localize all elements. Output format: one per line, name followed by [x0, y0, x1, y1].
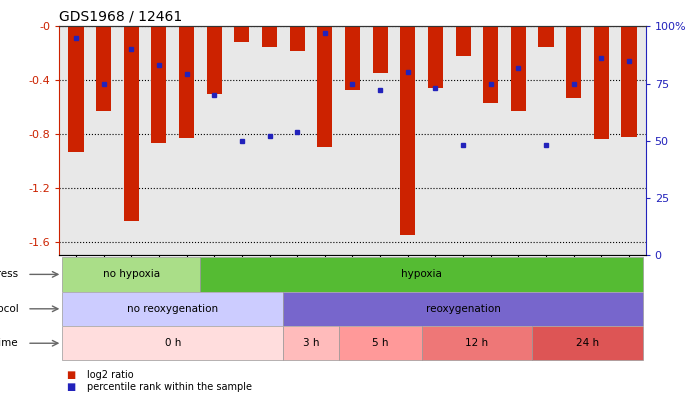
Bar: [456, 26, 470, 56]
Bar: [511, 26, 526, 111]
Bar: [124, 26, 139, 222]
Text: log2 ratio: log2 ratio: [87, 370, 134, 379]
Bar: [538, 26, 554, 47]
Text: reoxygenation: reoxygenation: [426, 304, 500, 314]
Bar: [428, 26, 443, 88]
Bar: [62, 292, 283, 326]
Bar: [345, 26, 360, 90]
Text: ■: ■: [66, 382, 75, 392]
Bar: [262, 26, 277, 47]
Text: stress: stress: [0, 269, 18, 279]
Bar: [422, 326, 533, 360]
Text: protocol: protocol: [0, 304, 18, 314]
Text: 24 h: 24 h: [576, 338, 599, 348]
Bar: [290, 26, 305, 51]
Bar: [339, 326, 422, 360]
Bar: [317, 26, 332, 147]
Bar: [207, 26, 222, 94]
Bar: [151, 26, 167, 143]
Bar: [235, 26, 249, 43]
Text: 3 h: 3 h: [303, 338, 319, 348]
Text: time: time: [0, 338, 18, 348]
Bar: [62, 326, 283, 360]
Bar: [373, 26, 388, 73]
Bar: [179, 26, 194, 138]
Bar: [533, 326, 643, 360]
Text: ■: ■: [66, 370, 75, 379]
Bar: [68, 26, 84, 151]
Text: hypoxia: hypoxia: [401, 269, 442, 279]
Bar: [283, 326, 339, 360]
Text: percentile rank within the sample: percentile rank within the sample: [87, 382, 252, 392]
Bar: [566, 26, 581, 98]
Bar: [621, 26, 637, 137]
Text: no reoxygenation: no reoxygenation: [127, 304, 218, 314]
Bar: [283, 292, 643, 326]
Bar: [62, 257, 200, 292]
Text: GDS1968 / 12461: GDS1968 / 12461: [59, 10, 183, 24]
Bar: [483, 26, 498, 103]
Bar: [96, 26, 111, 111]
Bar: [400, 26, 415, 235]
Bar: [200, 257, 643, 292]
Text: 12 h: 12 h: [466, 338, 489, 348]
Text: no hypoxia: no hypoxia: [103, 269, 160, 279]
Bar: [594, 26, 609, 139]
Text: 0 h: 0 h: [165, 338, 181, 348]
Text: 5 h: 5 h: [372, 338, 388, 348]
